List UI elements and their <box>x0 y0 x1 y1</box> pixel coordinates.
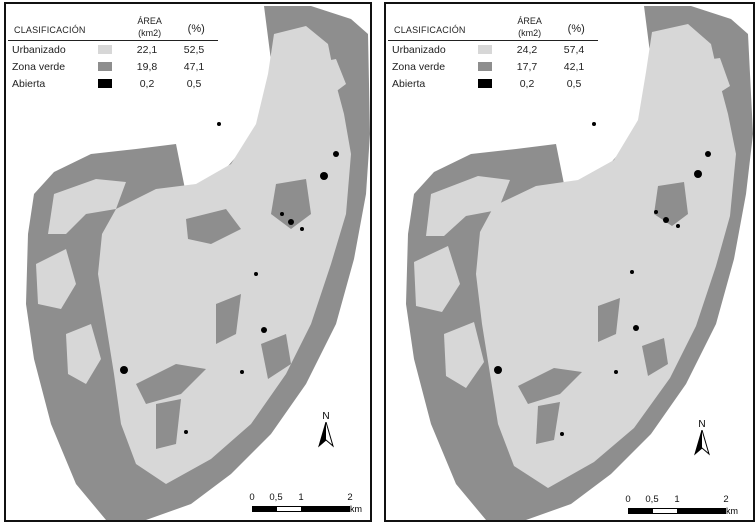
north-arrow-icon <box>318 420 334 448</box>
header-classification: CLASIFICACIÓN <box>14 25 86 35</box>
class-name: Abierta <box>12 77 46 90</box>
scale-tick: 2 <box>723 494 729 505</box>
map-panel-right: CLASIFICACIÓN ÁREA (km2) (%) Urbanizado … <box>384 2 755 522</box>
swatch-abierta <box>478 79 492 88</box>
scale-bar-graphic <box>252 506 350 512</box>
header-area-label: ÁREA <box>517 16 542 26</box>
scale-tick: 0,5 <box>269 492 283 503</box>
percent-value: 52,5 <box>183 43 205 56</box>
percent-value: 0,5 <box>566 77 582 90</box>
land-cover-map-left <box>26 6 370 520</box>
header-percent: (%) <box>567 23 585 35</box>
swatch-urbanizado <box>478 45 492 54</box>
scale-unit: km <box>350 504 362 514</box>
swatch-zona-verde <box>478 62 492 71</box>
north-arrow-left: N <box>316 412 336 453</box>
header-area-label: ÁREA <box>137 16 162 26</box>
area-value: 22,1 <box>136 43 158 56</box>
swatch-urbanizado <box>98 45 112 54</box>
legend-row-abierta: Abierta 0,2 0,5 <box>388 75 598 92</box>
legend-row-urbanizado: Urbanizado 24,2 57,4 <box>388 41 598 58</box>
area-value: 0,2 <box>139 77 155 90</box>
scale-tick: 0 <box>249 492 255 503</box>
area-value: 0,2 <box>519 77 535 90</box>
percent-value: 47,1 <box>183 60 205 73</box>
class-name: Urbanizado <box>392 43 446 56</box>
scale-tick: 0,5 <box>645 494 659 505</box>
area-value: 24,2 <box>516 43 538 56</box>
legend-header: CLASIFICACIÓN ÁREA (km2) (%) <box>388 8 598 41</box>
legend-row-zona-verde: Zona verde 19,8 47,1 <box>8 58 218 75</box>
scale-tick: 1 <box>298 492 304 503</box>
header-classification: CLASIFICACIÓN <box>394 25 466 35</box>
legend-table-right: CLASIFICACIÓN ÁREA (km2) (%) Urbanizado … <box>388 8 598 92</box>
class-name: Zona verde <box>392 60 446 73</box>
scale-unit: km <box>726 506 738 516</box>
map-panel-left: CLASIFICACIÓN ÁREA (km2) (%) Urbanizado … <box>4 2 372 522</box>
scale-bar-left: 0 0,5 1 2 km <box>246 492 362 520</box>
north-label: N <box>698 419 706 430</box>
scale-bar-graphic <box>628 508 726 514</box>
scale-bar-right: 0 0,5 1 2 km <box>622 494 738 520</box>
legend-header: CLASIFICACIÓN ÁREA (km2) (%) <box>8 8 218 41</box>
header-area-unit: (km2) <box>518 28 542 38</box>
percent-value: 42,1 <box>563 60 585 73</box>
area-value: 17,7 <box>516 60 538 73</box>
legend-row-zona-verde: Zona verde 17,7 42,1 <box>388 58 598 75</box>
open-area-patches <box>120 122 339 434</box>
class-name: Abierta <box>392 77 426 90</box>
legend-table-left: CLASIFICACIÓN ÁREA (km2) (%) Urbanizado … <box>8 8 218 92</box>
percent-value: 57,4 <box>563 43 585 56</box>
scale-tick: 1 <box>674 494 680 505</box>
legend-row-urbanizado: Urbanizado 22,1 52,5 <box>8 41 218 58</box>
header-percent: (%) <box>187 23 205 35</box>
percent-value: 0,5 <box>186 77 202 90</box>
class-name: Zona verde <box>12 60 66 73</box>
class-name: Urbanizado <box>12 43 66 56</box>
north-arrow-right: N <box>692 420 712 461</box>
scale-tick: 0 <box>625 494 631 505</box>
header-area: ÁREA (km2) <box>505 15 555 40</box>
north-label: N <box>322 411 330 422</box>
urban-area <box>414 24 736 488</box>
area-value: 19,8 <box>136 60 158 73</box>
scale-tick: 2 <box>347 492 353 503</box>
urban-area <box>36 26 351 484</box>
swatch-abierta <box>98 79 112 88</box>
legend-row-abierta: Abierta 0,2 0,5 <box>8 75 218 92</box>
header-area: ÁREA (km2) <box>125 15 175 40</box>
north-arrow-icon <box>694 428 710 456</box>
land-cover-map-right <box>406 6 753 520</box>
open-area-patches <box>494 122 711 436</box>
header-area-unit: (km2) <box>138 28 162 38</box>
swatch-zona-verde <box>98 62 112 71</box>
